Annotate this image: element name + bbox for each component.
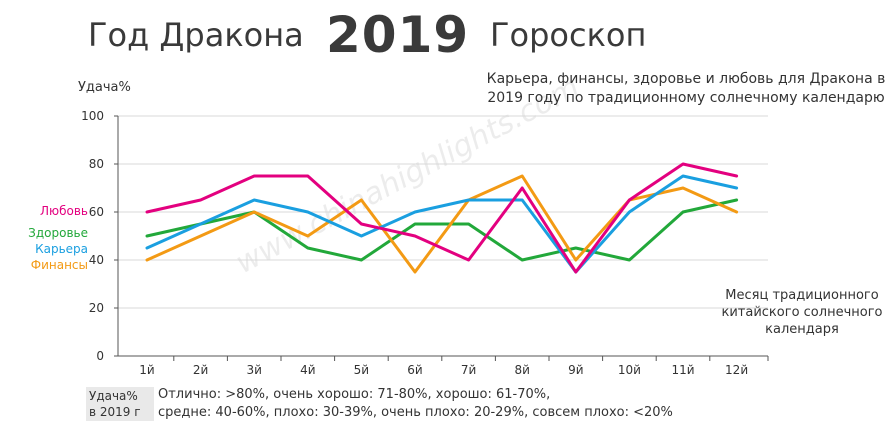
- x-tick-label: 7й: [461, 363, 476, 377]
- y-tick-label: 100: [81, 109, 104, 123]
- x-tick-label: 5й: [354, 363, 369, 377]
- series-line-0: [145, 162, 739, 274]
- series-line-1: [145, 198, 739, 262]
- x-axis-label-line-3: календаря: [765, 322, 839, 337]
- x-tick-label: 2й: [193, 363, 208, 377]
- series-line-2: [145, 174, 739, 274]
- y-tick-label: 0: [96, 349, 104, 363]
- legend-health: Здоровье: [28, 226, 88, 240]
- luck-key-box: Удача% в 2019 г: [86, 387, 154, 421]
- legend-finance: Финансы: [30, 258, 88, 272]
- luck-key-line-1: Удача%: [89, 389, 138, 403]
- chart-subtitle: Карьера, финансы, здоровье и любовь для …: [486, 70, 886, 108]
- x-tick-label: 12й: [725, 363, 748, 377]
- legend-love: Любовь: [39, 204, 88, 218]
- subtitle-line-1: Карьера, финансы, здоровье и любовь для …: [486, 71, 886, 87]
- x-tick-label: 10й: [618, 363, 641, 377]
- x-tick-label: 11й: [671, 363, 694, 377]
- x-tick-label: 3й: [246, 363, 261, 377]
- y-axis-label: Удача%: [78, 80, 131, 95]
- luck-scale-legend: Отлично: >80%, очень хорошо: 71-80%, хор…: [158, 386, 673, 422]
- x-tick-label: 9й: [568, 363, 583, 377]
- x-tick-label: 8й: [514, 363, 529, 377]
- luck-key-line-2: в 2019 г: [89, 405, 141, 419]
- x-axis-label-line-1: Месяц традиционного: [725, 288, 879, 303]
- y-tick-label: 20: [89, 301, 104, 315]
- subtitle-line-2: 2019 году по традиционному солнечному ка…: [487, 90, 885, 106]
- x-tick-label: 4й: [300, 363, 315, 377]
- series-line-3: [145, 174, 739, 274]
- x-axis-label: Месяц традиционного китайского солнечног…: [712, 287, 892, 338]
- luck-scale-line-2: средне: 40-60%, плохо: 30-39%, очень пло…: [158, 405, 673, 420]
- x-axis-label-line-2: китайского солнечного: [721, 305, 883, 320]
- y-tick-label: 80: [89, 157, 104, 171]
- x-tick-label: 6й: [407, 363, 422, 377]
- title-right: Гороскоп: [490, 16, 647, 54]
- y-tick-label: 60: [89, 205, 104, 219]
- x-tick-label: 1й: [139, 363, 154, 377]
- title-left: Год Дракона: [88, 16, 304, 54]
- title-year: 2019: [326, 6, 470, 64]
- y-tick-label: 40: [89, 253, 104, 267]
- luck-scale-line-1: Отлично: >80%, очень хорошо: 71-80%, хор…: [158, 387, 551, 402]
- legend-career: Карьера: [35, 242, 88, 256]
